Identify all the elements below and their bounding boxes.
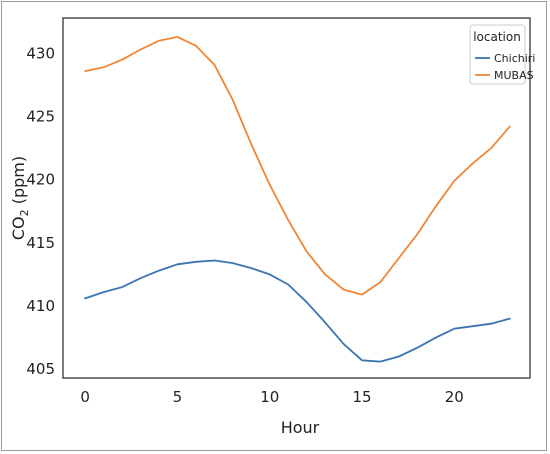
plot-area bbox=[62, 17, 531, 379]
y-tick-label: 425 bbox=[26, 108, 55, 126]
x-ticks: 0 5 10 15 20 bbox=[80, 388, 463, 406]
legend-label: MUBAS bbox=[494, 69, 534, 82]
legend: location Chichiri MUBAS bbox=[469, 24, 535, 85]
y-tick-label: 405 bbox=[26, 360, 55, 378]
legend-box bbox=[469, 24, 526, 85]
legend-entries: Chichiri MUBAS bbox=[475, 52, 535, 82]
x-tick-label: 0 bbox=[80, 388, 90, 406]
y-ticks: 405 410 415 420 425 430 bbox=[26, 44, 55, 378]
y-tick-label: 430 bbox=[26, 44, 55, 62]
x-tick-label: 15 bbox=[352, 388, 371, 406]
x-tick-label: 5 bbox=[173, 388, 183, 406]
series-lines bbox=[84, 36, 511, 363]
y-tick-label: 415 bbox=[26, 234, 55, 252]
x-axis-label: Hour bbox=[281, 418, 320, 437]
legend-title: location bbox=[473, 30, 521, 44]
legend-label: Chichiri bbox=[494, 52, 535, 65]
x-tick-label: 20 bbox=[445, 388, 464, 406]
y-tick-label: 410 bbox=[26, 297, 55, 315]
y-axis-label: CO2 (ppm) bbox=[9, 156, 31, 240]
x-tick-label: 10 bbox=[260, 388, 279, 406]
series-line-mubas bbox=[84, 36, 511, 296]
series-line-chichiri bbox=[84, 259, 511, 363]
y-tick-label: 420 bbox=[26, 171, 55, 189]
